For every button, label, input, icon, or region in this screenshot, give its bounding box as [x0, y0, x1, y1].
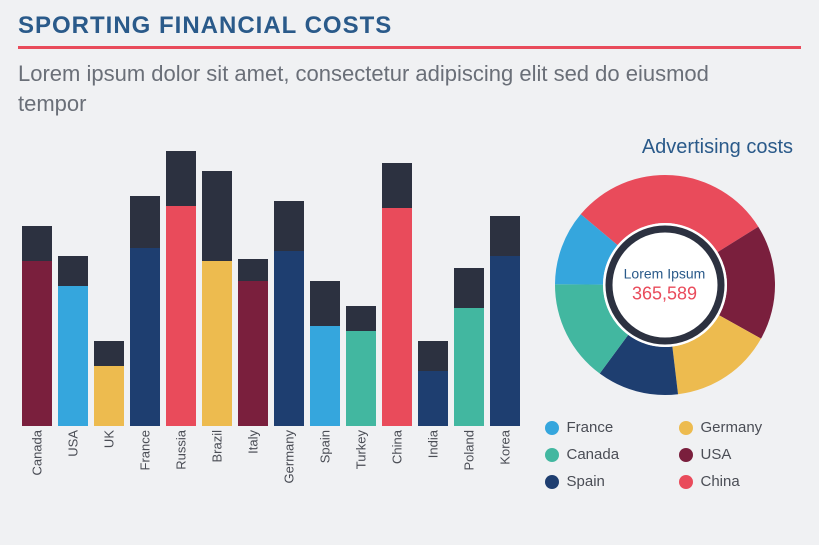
legend-label: France — [567, 419, 614, 436]
bar-label: Poland — [454, 430, 484, 500]
bar-segment — [130, 196, 160, 248]
bar-segment — [454, 268, 484, 308]
bar — [346, 306, 376, 426]
bar — [202, 171, 232, 426]
donut-panel: Advertising costs Lorem Ipsum 365,589 Fr… — [528, 136, 801, 500]
bar-segment — [490, 256, 520, 426]
bar — [22, 226, 52, 426]
legend-label: Canada — [567, 446, 620, 463]
bar-segment — [490, 216, 520, 256]
bar-segment — [454, 308, 484, 426]
legend-label: USA — [701, 446, 732, 463]
bar-label: France — [130, 430, 160, 500]
bar-segment — [310, 281, 340, 326]
bar-label: Turkey — [346, 430, 376, 500]
legend-dot — [679, 475, 693, 489]
bar-segment — [418, 371, 448, 426]
legend-item: China — [679, 473, 785, 490]
bar-label: Korea — [490, 430, 520, 500]
bar-label: USA — [58, 430, 88, 500]
bar-segment — [238, 281, 268, 426]
bar — [418, 341, 448, 426]
legend-dot — [545, 421, 559, 435]
bar-chart: CanadaUSAUKFranceRussiaBrazilItalyGerman… — [18, 136, 528, 500]
bar — [310, 281, 340, 426]
bar-segment — [310, 326, 340, 426]
bar-segment — [346, 331, 376, 426]
bar-segment — [202, 261, 232, 426]
bar-segment — [94, 366, 124, 426]
bar-segment — [382, 163, 412, 208]
bar — [58, 256, 88, 426]
page-subtitle: Lorem ipsum dolor sit amet, consectetur … — [18, 59, 778, 118]
donut-center-label: Lorem Ipsum — [624, 266, 706, 282]
bar — [238, 259, 268, 426]
bar-segment — [166, 151, 196, 206]
donut-legend: France Germany Canada USA Spain China — [545, 419, 785, 490]
bar-label: Canada — [22, 430, 52, 500]
legend-label: China — [701, 473, 740, 490]
content-row: CanadaUSAUKFranceRussiaBrazilItalyGerman… — [18, 136, 801, 500]
bar-segment — [382, 208, 412, 426]
donut-center-value: 365,589 — [624, 284, 706, 305]
bar-segment — [166, 206, 196, 426]
donut-title: Advertising costs — [642, 136, 793, 159]
bar — [166, 151, 196, 426]
bar-segment — [130, 248, 160, 426]
legend-item: France — [545, 419, 651, 436]
bar-segment — [274, 201, 304, 251]
bar-label: China — [382, 430, 412, 500]
bar-label: Russia — [166, 430, 196, 500]
bar-label: Germany — [274, 430, 304, 500]
legend-item: USA — [679, 446, 785, 463]
donut-center: Lorem Ipsum 365,589 — [624, 266, 706, 305]
bar-segment — [22, 226, 52, 261]
bar-label: Spain — [310, 430, 340, 500]
bar-chart-labels: CanadaUSAUKFranceRussiaBrazilItalyGerman… — [18, 430, 528, 500]
legend-dot — [679, 421, 693, 435]
bar — [382, 163, 412, 426]
bar-segment — [58, 286, 88, 426]
bar-label: Brazil — [202, 430, 232, 500]
bar — [454, 268, 484, 426]
bar — [490, 216, 520, 426]
bar-label: UK — [94, 430, 124, 500]
bar-segment — [418, 341, 448, 371]
bar-segment — [274, 251, 304, 426]
legend-label: Germany — [701, 419, 763, 436]
bar-label: Italy — [238, 430, 268, 500]
bar — [274, 201, 304, 426]
legend-label: Spain — [567, 473, 605, 490]
legend-dot — [545, 475, 559, 489]
legend-item: Spain — [545, 473, 651, 490]
bar-segment — [346, 306, 376, 331]
bar-segment — [22, 261, 52, 426]
bar — [130, 196, 160, 426]
bar — [94, 341, 124, 426]
bar-label: India — [418, 430, 448, 500]
page-title: SPORTING FINANCIAL COSTS — [18, 12, 801, 40]
legend-dot — [545, 448, 559, 462]
bar-segment — [94, 341, 124, 366]
legend-dot — [679, 448, 693, 462]
legend-item: Canada — [545, 446, 651, 463]
donut-chart: Lorem Ipsum 365,589 — [545, 165, 785, 405]
legend-item: Germany — [679, 419, 785, 436]
bar-segment — [58, 256, 88, 286]
bar-segment — [202, 171, 232, 261]
title-rule — [18, 46, 801, 49]
bar-segment — [238, 259, 268, 281]
bar-chart-bars — [18, 136, 528, 426]
